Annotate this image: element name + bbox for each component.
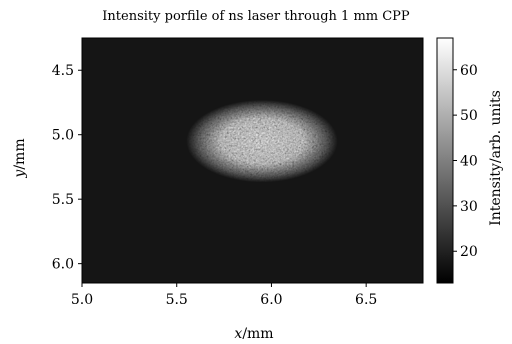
y-axis-label-var: y xyxy=(12,169,28,179)
plot-area xyxy=(82,38,423,283)
colorbar-tick-label: 30 xyxy=(460,199,478,215)
colorbar-tick-label: 50 xyxy=(460,108,478,124)
y-axis-label-unit: /mm xyxy=(12,138,28,169)
colorbar-ticks: 20 30 40 50 60 xyxy=(453,63,478,260)
y-axis-label: y/mm xyxy=(12,138,28,178)
chart-title: Intensity porfile of ns laser through 1 … xyxy=(102,9,410,24)
colorbar-tick-label: 60 xyxy=(460,63,478,79)
x-axis-label-unit: /mm xyxy=(242,326,273,342)
plot-frame xyxy=(81,37,424,284)
colorbar-tick-label: 40 xyxy=(460,154,478,170)
x-tick-label: 6.5 xyxy=(355,292,377,308)
laser-spot xyxy=(82,38,423,283)
y-tick-label: 5.5 xyxy=(52,192,74,208)
x-axis-label-var: x xyxy=(234,326,242,342)
x-axis-ticks: 5.0 5.5 6.0 6.5 xyxy=(71,283,377,308)
x-tick-label: 6.0 xyxy=(260,292,282,308)
y-axis-ticks: 4.5 5.0 5.5 6.0 xyxy=(52,63,82,273)
colorbar-tick-label: 20 xyxy=(460,244,478,260)
colorbar xyxy=(436,37,454,284)
y-tick-label: 5.0 xyxy=(52,128,74,144)
colorbar-label: Intensity/arb. units xyxy=(488,90,504,226)
x-tick-label: 5.5 xyxy=(166,292,188,308)
x-tick-label: 5.0 xyxy=(71,292,93,308)
y-tick-label: 4.5 xyxy=(52,63,74,79)
x-axis-label: x/mm xyxy=(234,326,273,342)
y-tick-label: 6.0 xyxy=(52,257,74,273)
